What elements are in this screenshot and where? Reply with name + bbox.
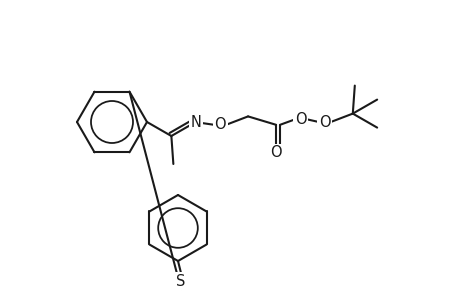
Text: O: O bbox=[214, 117, 225, 132]
Text: O: O bbox=[318, 115, 330, 130]
Text: O: O bbox=[294, 112, 306, 127]
Text: S: S bbox=[176, 274, 185, 289]
Text: O: O bbox=[270, 145, 281, 160]
Text: N: N bbox=[190, 115, 201, 130]
